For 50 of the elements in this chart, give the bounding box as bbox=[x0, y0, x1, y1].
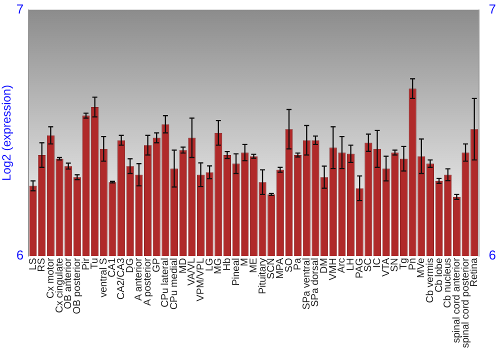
x-tick-label: spinal cord anterior bbox=[451, 257, 462, 344]
x-tick-label: M bbox=[240, 258, 251, 266]
x-tick-label: Pir bbox=[80, 257, 92, 270]
x-tick-label: SN bbox=[390, 258, 401, 272]
x-tick-label: Pineal bbox=[230, 258, 242, 286]
x-tick-label: SCN bbox=[266, 258, 278, 280]
x-tick-label: Cb vermis bbox=[424, 258, 436, 303]
x-tick-label: SPa ventral bbox=[301, 258, 312, 310]
x-tick-label: VTA bbox=[380, 258, 392, 277]
x-tick-label: ventral S bbox=[98, 258, 110, 298]
x-tick-label: spinal cord posterior bbox=[460, 257, 472, 348]
x-tick-label: VMH bbox=[328, 258, 339, 280]
x-tick-label: A posterior bbox=[142, 257, 154, 306]
x-tick-label: A anterior bbox=[134, 257, 145, 301]
x-tick-label: DM bbox=[319, 258, 330, 274]
x-tick-label: CPu medial bbox=[169, 258, 180, 310]
x-tick-label: SO bbox=[284, 258, 295, 272]
x-tick-label: Cb nucleus bbox=[442, 258, 454, 308]
x-tick-label: PAG bbox=[354, 258, 366, 278]
x-tick-label: GP bbox=[151, 258, 162, 272]
x-tick-label: Pituitary bbox=[257, 258, 268, 294]
x-tick-label: CA2/CA3 bbox=[116, 258, 128, 300]
x-tick-label: Tu bbox=[90, 258, 101, 270]
x-tick-label: Pa bbox=[292, 258, 304, 270]
x-tick-label: Cb lobe bbox=[434, 258, 445, 292]
x-tick-label: ME bbox=[248, 258, 260, 273]
x-tick-label: IC bbox=[372, 258, 384, 268]
x-tick-label: OB posterior bbox=[72, 257, 83, 314]
x-tick-label: LG bbox=[204, 258, 216, 272]
x-tick-label: MVe bbox=[416, 258, 428, 278]
x-tick-label: Tg bbox=[398, 258, 410, 270]
x-tick-label: LH bbox=[346, 258, 357, 271]
x-tick-label: Hb bbox=[222, 258, 233, 271]
x-tick-label: DG bbox=[124, 258, 136, 273]
y-axis-title: Log2 (expression) bbox=[0, 84, 14, 181]
x-tick-label: Pn bbox=[407, 258, 418, 270]
x-tick-label: SPa dorsal bbox=[310, 258, 322, 307]
x-tick-label: CA1 bbox=[107, 258, 118, 278]
x-tick-label: Retina bbox=[469, 258, 480, 287]
x-tick-label: Cx cingulate bbox=[54, 258, 66, 313]
x-tick-label: Cx motor bbox=[45, 257, 56, 299]
x-tick-label: Arc bbox=[336, 258, 348, 273]
y2-tick-label: 7 bbox=[488, 1, 496, 16]
y2-tick-label: 6 bbox=[488, 248, 496, 263]
x-tick-label: MPA bbox=[274, 258, 286, 279]
x-tick-label: RS bbox=[36, 258, 48, 272]
x-tick-label: OB anterior bbox=[63, 257, 74, 310]
x-tick-label: LS bbox=[28, 258, 39, 270]
x-tick-label: SC bbox=[363, 258, 374, 272]
x-tick-label: VPM/VPL bbox=[195, 258, 206, 302]
